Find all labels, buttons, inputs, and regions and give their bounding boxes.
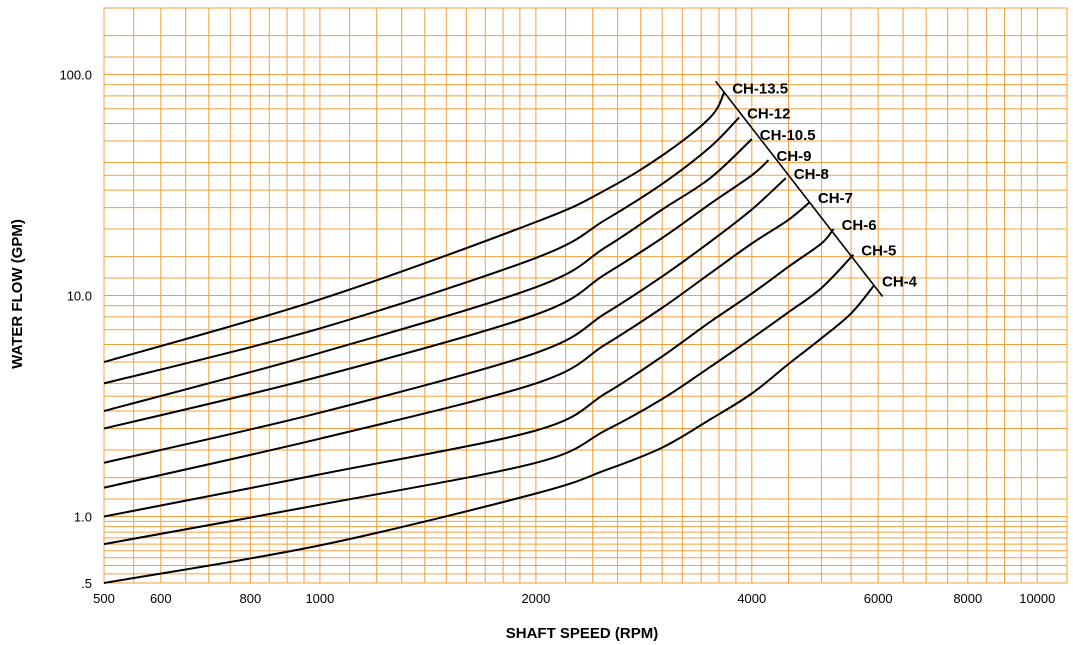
x-tick-label: 8000: [953, 591, 982, 606]
series-curve-ch-13-5: [103, 91, 726, 363]
x-tick-label: 600: [150, 591, 172, 606]
series-curve-ch-12: [103, 116, 740, 385]
y-tick-label: .5: [81, 576, 92, 591]
series-curve-ch-7: [103, 201, 811, 489]
series-curve-ch-10-5: [103, 138, 753, 412]
series-label: CH-4: [882, 274, 918, 291]
max-speed-limit-line: [714, 80, 884, 297]
grid: [103, 7, 1068, 584]
y-axis-title: WATER FLOW (GPM): [9, 219, 26, 369]
series-label: CH-12: [747, 105, 790, 122]
series-label: CH-6: [842, 217, 877, 234]
series-label: CH-7: [818, 190, 853, 207]
x-tick-label: 1000: [305, 591, 334, 606]
series-curve-ch-8: [103, 177, 787, 464]
x-tick-label: 10000: [1019, 591, 1055, 606]
series-curves: [103, 91, 875, 584]
x-tick-label: 6000: [864, 591, 893, 606]
series-curve-ch-9: [103, 159, 770, 430]
series-curve-ch-6: [103, 228, 835, 518]
y-tick-label: 100.0: [59, 68, 92, 83]
x-tick-label: 2000: [521, 591, 550, 606]
x-tick-label: 800: [240, 591, 262, 606]
series-label: CH-9: [777, 148, 812, 165]
series-curve-ch-4: [103, 284, 875, 584]
x-tick-label: 4000: [737, 591, 766, 606]
y-tick-label: 10.0: [67, 289, 92, 304]
series-label: CH-8: [794, 166, 829, 183]
series-label: CH-10.5: [760, 127, 816, 144]
series-label: CH-13.5: [732, 80, 788, 97]
x-tick-labels: 500 600 800 1000 2000 4000 6000 8000 10000: [93, 591, 1055, 606]
x-tick-label: 500: [93, 591, 115, 606]
series-curve-ch-5: [103, 254, 855, 546]
series-label: CH-5: [861, 243, 896, 260]
series-labels: CH-13.5 CH-12 CH-10.5 CH-9CH-8 CH-7 CH-6 CH-5 C…: [732, 80, 917, 290]
y-tick-label: 1.0: [74, 510, 92, 525]
y-tick-labels: .5 1.0 10.0 100.0: [59, 68, 92, 592]
x-axis-title: SHAFT SPEED (RPM): [506, 625, 659, 642]
